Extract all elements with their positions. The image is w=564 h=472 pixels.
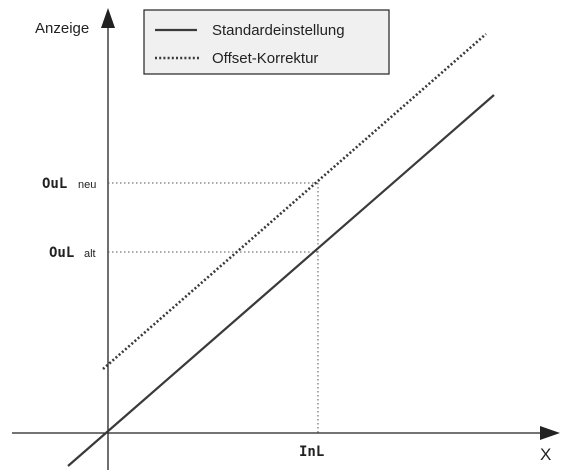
axes: Anzeige X bbox=[12, 8, 560, 470]
y-axis-arrow bbox=[101, 8, 115, 28]
legend-label-offset: Offset-Korrektur bbox=[212, 50, 318, 67]
marker-out-new: OuL neu bbox=[42, 176, 96, 192]
out-old-symbol: OuL bbox=[49, 245, 74, 261]
y-axis-label: Anzeige bbox=[35, 20, 89, 37]
legend-label-standard: Standardeinstellung bbox=[212, 22, 345, 39]
guide-lines bbox=[108, 182, 319, 433]
out-new-symbol: OuL bbox=[42, 176, 67, 192]
offset-line bbox=[102, 33, 487, 370]
legend-box bbox=[143, 9, 390, 75]
legend: Standardeinstellung Offset-Korrektur bbox=[143, 9, 390, 75]
x-axis-arrow bbox=[540, 426, 560, 440]
marker-out-old: OuL alt bbox=[49, 245, 96, 261]
x-axis-label: X bbox=[540, 445, 551, 464]
out-new-suffix: neu bbox=[78, 179, 96, 191]
standard-line bbox=[67, 94, 495, 467]
in-low-symbol: InL bbox=[299, 444, 324, 460]
out-old-suffix: alt bbox=[84, 248, 96, 260]
